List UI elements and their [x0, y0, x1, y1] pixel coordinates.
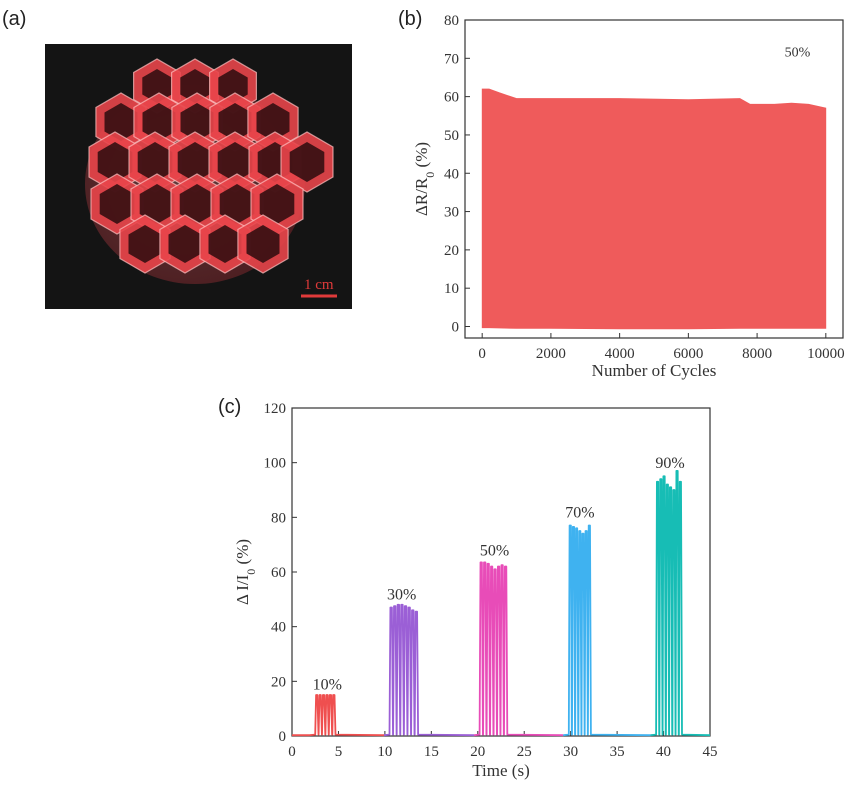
chart-c-ytick-label-6: 120: [264, 401, 287, 417]
chart-c-xtick-label-0: 0: [288, 744, 296, 760]
chart-b-xtick-label-3: 6000: [673, 346, 703, 362]
lattice-hole-2-5: [289, 142, 325, 182]
chart-c-ytick-label-1: 20: [271, 674, 286, 690]
chart-b-cycling: 0 2000 4000 6000 8000 1000001020304050607080 …: [412, 13, 845, 380]
chart-c-ytick-label-2: 40: [271, 620, 286, 636]
chart-c-xtick-label-8: 40: [656, 744, 671, 760]
lattice-photo: 1 cm: [45, 44, 352, 309]
chart-b-marks: [481, 88, 827, 330]
chart-c-series-label-1: 30%: [387, 586, 416, 603]
lattice-hole-4-0: [128, 225, 162, 263]
lattice-hole-0-1: [180, 69, 210, 103]
chart-c-ytick-label-4: 80: [271, 510, 286, 526]
chart-c-xtick-label-3: 15: [424, 744, 439, 760]
lattice-cells: [88, 58, 334, 274]
chart-c-series-1: [383, 603, 475, 737]
chart-c-marks: 10% 30% 50% 70% 90%: [292, 455, 711, 737]
lattice-hole-3-0: [99, 184, 135, 224]
lattice-hole-3-4: [259, 184, 295, 224]
chart-b-axes: 0 2000 4000 6000 8000 10000 0 10 20 30 40 50 60 70 80: [444, 13, 845, 362]
lattice-hole-1-3: [218, 103, 252, 141]
chart-b-ytick-label-7: 70: [444, 51, 459, 67]
panel-label-c: (c): [218, 396, 242, 418]
chart-b-xlabel: Number of Cycles: [592, 361, 717, 380]
lattice-hole-4-3: [246, 225, 280, 263]
lattice-hole-4-2: [208, 225, 242, 263]
chart-c-xtick-label-9: 45: [703, 744, 718, 760]
chart-b-annotation: 50%: [785, 45, 811, 60]
lattice-hole-3-3: [219, 184, 255, 224]
chart-b-ylabel: ΔR/R0 (%): [412, 142, 437, 216]
chart-c-xtick-label-4: 20: [470, 744, 485, 760]
chart-c-series-label-0: 10%: [313, 677, 342, 694]
chart-c-ylabel: Δ I/I0 (%): [233, 539, 258, 605]
lattice-hole-1-1: [142, 103, 176, 141]
chart-b-ytick-label-2: 20: [444, 243, 459, 259]
lattice-hole-3-1: [139, 184, 175, 224]
chart-c-axes: 0 5 10 15 20 25 30 35 40 45 0 20 40 60 80 100 120: [264, 401, 718, 760]
scale-bar-label: 1 cm: [304, 277, 334, 293]
chart-c-series-3: [563, 524, 651, 737]
lattice-edge-4-3: [237, 214, 289, 274]
chart-b-ytick-label-6: 60: [444, 90, 459, 106]
chart-c-response: 0 5 10 15 20 25 30 35 40 45 0 20 40 60 80 100 120 10% 30%…: [233, 401, 718, 780]
chart-b-xtick-label-2: 4000: [605, 346, 635, 362]
chart-c-xtick-label-1: 5: [335, 744, 343, 760]
chart-c-xtick-label-6: 30: [563, 744, 578, 760]
chart-c-xlabel: Time (s): [472, 761, 529, 780]
lattice-hole-1-0: [104, 103, 138, 141]
lattice-hole-1-2: [180, 103, 214, 141]
chart-b-ytick-label-4: 40: [444, 166, 459, 182]
chart-b-xtick-label-1: 2000: [536, 346, 566, 362]
chart-b-xtick-label-4: 8000: [742, 346, 772, 362]
chart-b-xtick-label-0: 0: [478, 346, 486, 362]
chart-b-ytick-label-5: 50: [444, 128, 459, 144]
chart-c-series-2: [474, 561, 564, 737]
chart-c-xtick-label-2: 10: [377, 744, 392, 760]
chart-b-ytick-label-0: 0: [452, 320, 460, 336]
chart-c-ytick-label-3: 60: [271, 565, 286, 581]
lattice-hole-2-0: [97, 142, 133, 182]
lattice-hole-0-2: [218, 69, 248, 103]
chart-b-ytick-label-1: 10: [444, 281, 459, 297]
lattice-hole-3-2: [179, 184, 215, 224]
panel-label-b: (b): [398, 8, 423, 30]
lattice-photo-illustration: 1 cm: [85, 58, 337, 298]
panel-label-a: (a): [2, 8, 27, 30]
chart-c-series-label-2: 50%: [480, 543, 509, 560]
chart-c-xtick-label-5: 25: [517, 744, 532, 760]
chart-c-xtick-label-7: 35: [610, 744, 625, 760]
chart-b-xtick-label-5: 10000: [807, 346, 845, 362]
chart-b-frame: [464, 19, 844, 339]
chart-c-ytick-label-5: 100: [264, 456, 287, 472]
lattice-hole-0-0: [142, 69, 172, 103]
chart-c-series-0: [309, 694, 385, 737]
chart-b-area: [481, 88, 827, 330]
lattice-hole-4-1: [168, 225, 202, 263]
lattice-hole-2-1: [137, 142, 173, 182]
chart-c-ytick-label-0: 0: [279, 729, 287, 745]
lattice-edge-2-5: [280, 131, 334, 193]
lattice-hole-2-3: [217, 142, 253, 182]
chart-c-series-label-3: 70%: [565, 504, 594, 521]
chart-b-ytick-label-3: 30: [444, 205, 459, 221]
chart-c-series-label-4: 90%: [655, 455, 684, 472]
lattice-hole-2-2: [177, 142, 213, 182]
chart-c-series-4: [650, 470, 711, 737]
chart-b-ytick-label-8: 80: [444, 13, 459, 29]
lattice-hole-1-4: [256, 103, 290, 141]
